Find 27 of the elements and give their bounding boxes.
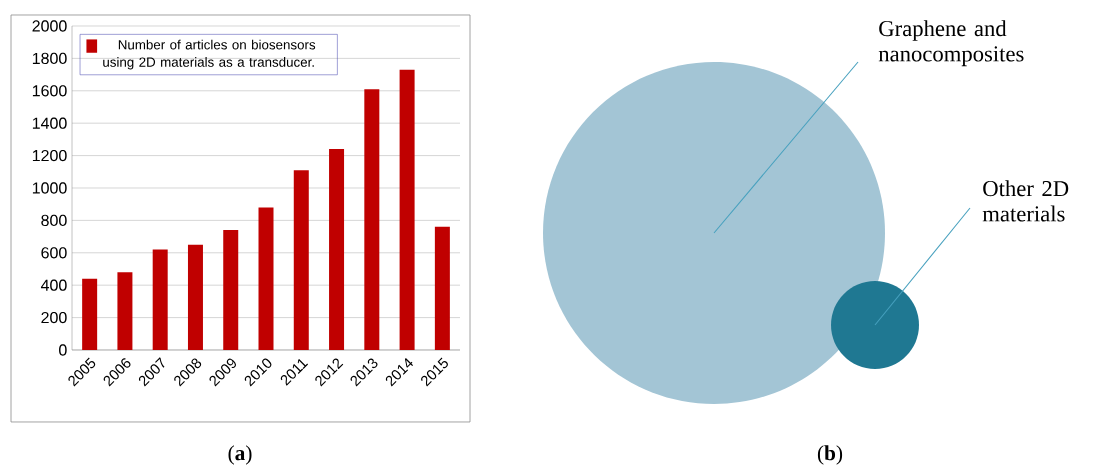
- legend-label: Number of articles on biosensors using 2D materials as a transducer.: [103, 39, 316, 70]
- y-tick-label: 200: [41, 311, 67, 324]
- bar: [329, 149, 345, 350]
- bar: [223, 230, 239, 350]
- bar: [293, 170, 309, 350]
- bar: [434, 226, 450, 350]
- y-tick-label: 600: [41, 247, 67, 259]
- y-tick-label: 800: [41, 214, 67, 227]
- bar: [187, 244, 203, 350]
- bar: [258, 207, 274, 350]
- bar: [364, 89, 380, 350]
- y-tick-label: 2000: [32, 20, 67, 32]
- text: (b): [817, 445, 843, 465]
- y-tick-label: 1400: [32, 117, 67, 129]
- y-tick-label: 1800: [32, 52, 67, 65]
- y-tick-label: 400: [40, 279, 67, 291]
- bar: [82, 278, 98, 350]
- y-tick-label: 1000: [32, 182, 67, 194]
- y-tick-label: 1600: [32, 85, 67, 97]
- category-label: Other 2D materials: [982, 180, 1069, 222]
- category-label: Graphene and nanocomposites: [878, 20, 1024, 67]
- y-tick-label: 0: [59, 344, 67, 356]
- bar: [152, 249, 168, 350]
- bar: [399, 69, 415, 350]
- y-tick-label: 1200: [32, 149, 67, 162]
- text: (a): [228, 445, 252, 465]
- bar: [117, 272, 133, 350]
